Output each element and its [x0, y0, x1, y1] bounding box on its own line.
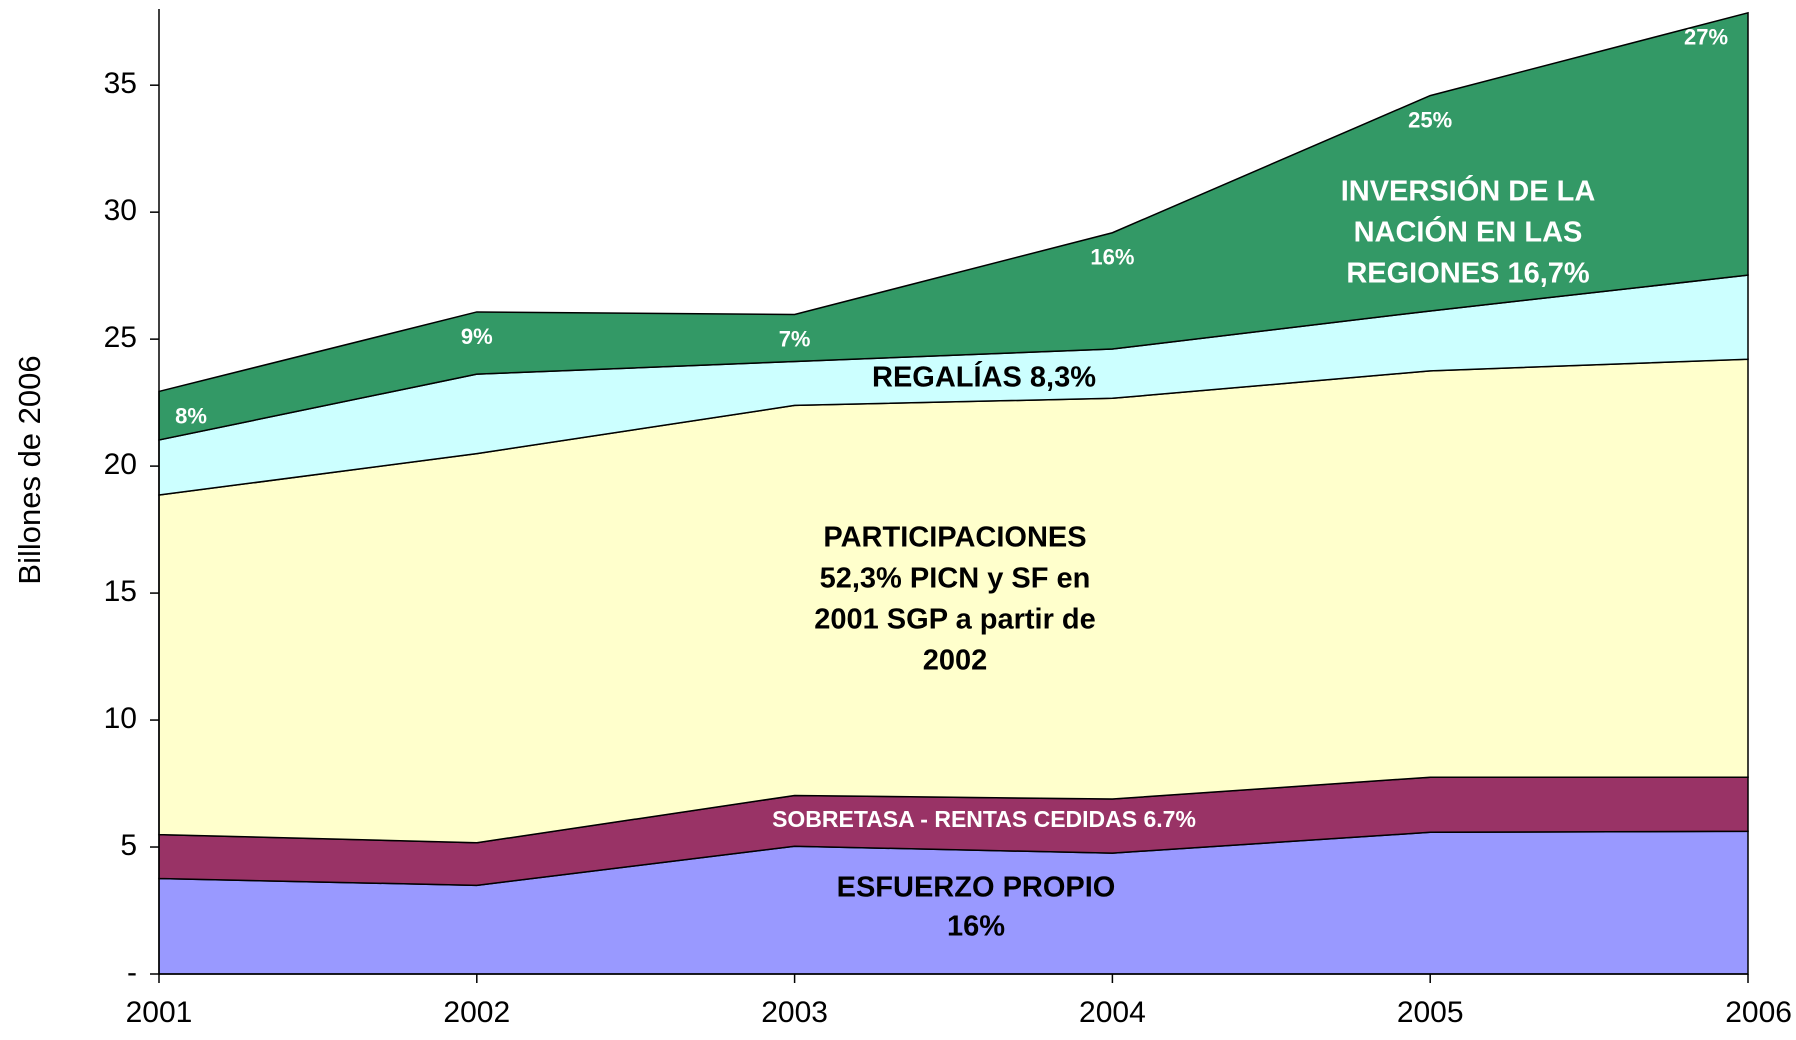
series-label: REGIONES 16,7%	[1346, 258, 1590, 290]
x-tick-label: 2001	[126, 996, 193, 1029]
series-label: PARTICIPACIONES	[823, 522, 1086, 554]
y-tick-label: 35	[104, 67, 137, 100]
series-label: INVERSIÓN DE LA	[1341, 174, 1596, 208]
share-label: 16%	[1090, 245, 1134, 270]
y-tick-label: 15	[104, 575, 137, 608]
series-label: NACIÓN EN LAS	[1354, 215, 1583, 249]
x-tick-label: 2002	[443, 996, 510, 1029]
x-tick-label: 2006	[1725, 996, 1792, 1029]
share-label: 7%	[779, 326, 811, 351]
series-label: SOBRETASA - RENTAS CEDIDAS 6.7%	[772, 806, 1196, 832]
share-label: 27%	[1684, 25, 1728, 50]
y-tick-label: 20	[104, 448, 137, 481]
share-label: 8%	[175, 403, 207, 428]
series-label: 2002	[923, 645, 988, 677]
area	[158, 11, 1749, 441]
share-label: 25%	[1408, 107, 1452, 132]
y-tick-label: 25	[104, 321, 137, 354]
x-tick-label: 2005	[1397, 996, 1464, 1029]
x-tick-label: 2004	[1079, 996, 1146, 1029]
series-label: ESFUERZO PROPIO	[837, 872, 1116, 904]
y-tick-label: 10	[104, 702, 137, 735]
series-label: 2001 SGP a partir de	[814, 604, 1096, 636]
y-tick-label: 5	[120, 829, 137, 862]
y-tick-label: -	[127, 956, 137, 989]
y-tick-label: 30	[104, 194, 137, 227]
x-tick-label: 2003	[761, 996, 828, 1029]
series-label: 52,3% PICN y SF en	[820, 563, 1091, 595]
share-label: 9%	[461, 324, 493, 349]
y-axis-label: Billones de 2006	[12, 355, 47, 584]
series-label: REGALÍAS 8,3%	[872, 360, 1096, 394]
series-label: 16%	[947, 911, 1005, 943]
